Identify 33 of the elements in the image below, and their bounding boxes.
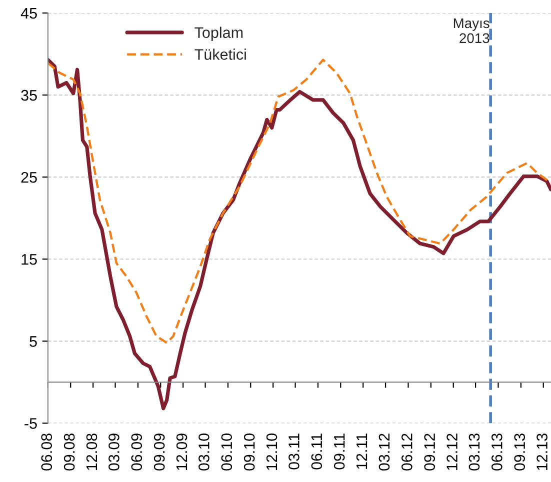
y-tick-label: 25 (21, 172, 37, 183)
x-tick-label: 09.13 (514, 434, 526, 471)
ref-line-label: Mayıs 2013 (454, 18, 490, 44)
x-tick-label: 09.10 (244, 434, 255, 471)
x-tick-label: 03.09 (108, 434, 120, 471)
y-tick-label: 45 (20, 8, 37, 19)
x-tick-label: 09.08 (64, 434, 75, 471)
x-tick-label: 09.11 (334, 434, 345, 470)
x-tick-label: 06.09 (131, 434, 142, 471)
legend-label: Tüketici (194, 48, 246, 60)
x-tick-label: 12.12 (446, 434, 458, 470)
x-tick-label: 06.11 (311, 434, 322, 470)
x-tick-label: 09.12 (424, 434, 436, 471)
y-tick-label: 15 (22, 254, 37, 265)
x-tick-label: 09.09 (154, 434, 165, 471)
x-tick-label: 12.08 (86, 434, 98, 470)
x-tick-label: 06.12 (402, 434, 412, 471)
y-tick-label: 5 (30, 336, 37, 347)
x-tick-label: 12.11 (356, 434, 368, 469)
x-tick-label: 06.13 (492, 434, 502, 471)
x-tick-label: 06.08 (41, 434, 52, 471)
x-tick-label: 12.09 (176, 434, 188, 470)
x-tick-label: 03.13 (468, 434, 480, 471)
x-tick-label: 03.12 (378, 434, 390, 471)
y-tick-label: -5 (24, 418, 37, 429)
x-tick-label: 12.13 (536, 434, 548, 470)
legend-label: Toplam (194, 26, 243, 42)
x-tick-label: 03.10 (198, 434, 210, 471)
y-tick-label: 35 (21, 90, 37, 101)
line-series (48, 58, 551, 344)
x-tick-label: 12.10 (266, 434, 278, 470)
x-tick-label: 03.11 (288, 434, 300, 470)
x-tick-label: 06.10 (221, 434, 232, 471)
